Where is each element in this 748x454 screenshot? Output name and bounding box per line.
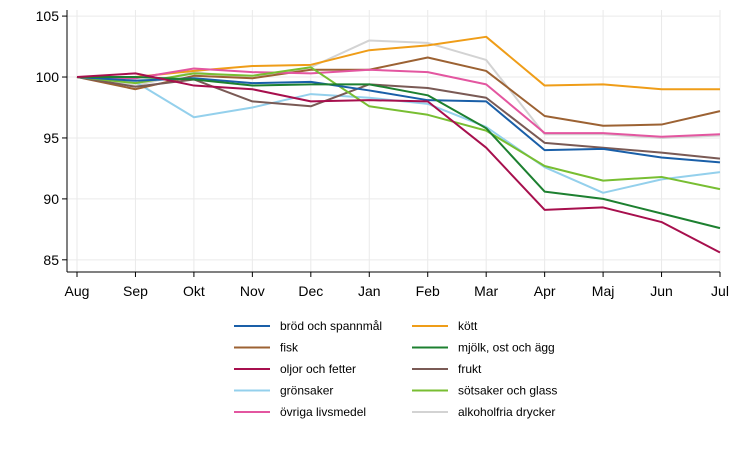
x-tick-label: Maj: [592, 283, 615, 299]
series-line-oljor-och-fetter: [76, 72, 721, 254]
x-tick-label: Dec: [298, 283, 323, 299]
legend-label: alkoholfria drycker: [458, 405, 555, 419]
axes: 85 90 95 100 105 Aug Sep Okt Nov Dec Jan Feb Mar Apr M…: [36, 8, 729, 299]
legend-label: fisk: [280, 341, 299, 355]
legend-label: sötsaker och glass: [458, 384, 557, 398]
x-tick-label: Feb: [416, 283, 440, 299]
x-tick-label: Okt: [183, 283, 205, 299]
y-tick-label: 100: [36, 69, 60, 85]
legend-label: mjölk, ost och ägg: [458, 341, 555, 355]
series-line-mjölk-ost-och-ägg: [77, 76, 721, 230]
legend-label: kött: [458, 319, 478, 333]
series-line-kött: [77, 35, 720, 91]
x-tick-label: Nov: [240, 283, 265, 299]
series-line-övriga-livsmedel: [76, 67, 721, 138]
series-line-fisk: [76, 56, 721, 127]
x-tick-label: Jul: [711, 283, 729, 299]
grid-lines: [67, 10, 721, 272]
legend-label: grönsaker: [280, 384, 333, 398]
y-tick-label: 95: [43, 130, 59, 146]
x-tick-label: Mar: [474, 283, 498, 299]
legend-label: oljor och fetter: [280, 362, 356, 376]
x-tick-label: Jan: [358, 283, 381, 299]
legend: bröd och spannmål kött fisk mjölk, ost och …: [234, 319, 557, 419]
legend-label: övriga livsmedel: [280, 405, 366, 419]
series-line-frukt: [76, 76, 721, 160]
legend-label: frukt: [458, 362, 482, 376]
series-line-sötsaker-och-glass: [76, 66, 721, 191]
x-tick-label: Aug: [65, 283, 90, 299]
y-tick-label: 105: [36, 8, 60, 24]
y-tick-label: 90: [43, 191, 59, 207]
x-tick-label: Jun: [650, 283, 673, 299]
series-lines: [76, 35, 721, 254]
x-tick-label: Apr: [534, 283, 556, 299]
x-tick-label: Sep: [123, 283, 148, 299]
legend-label: bröd och spannmål: [280, 319, 382, 333]
y-tick-label: 85: [43, 252, 59, 268]
